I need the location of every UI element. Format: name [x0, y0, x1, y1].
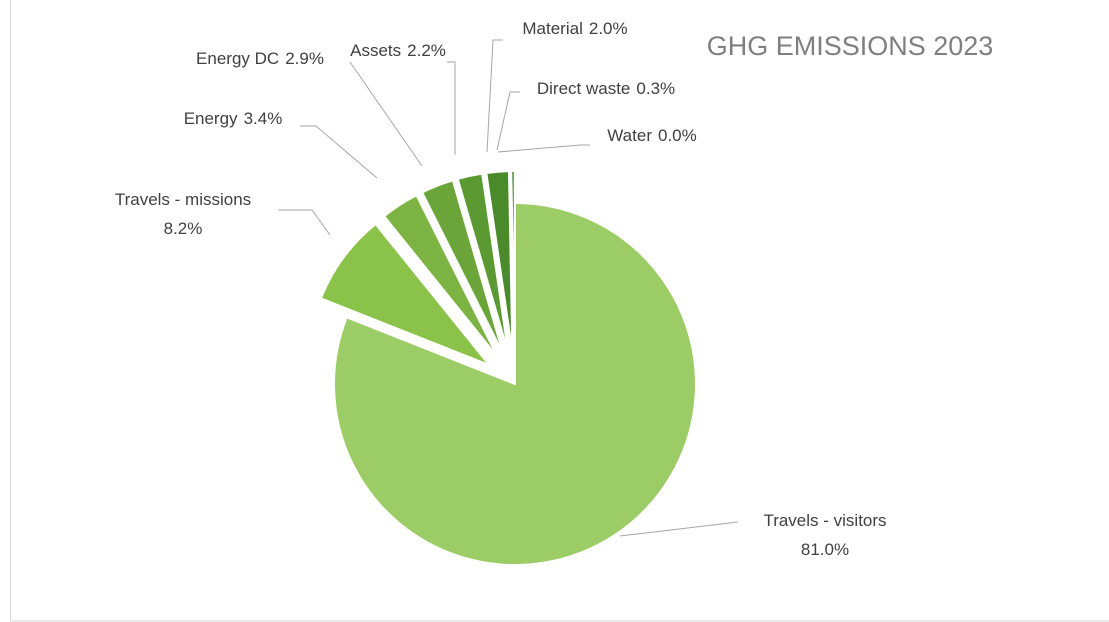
- label-category: Water: [607, 126, 652, 145]
- label-value: 0.3%: [636, 79, 675, 98]
- leader-line: [496, 91, 520, 151]
- label-category: Direct waste: [537, 79, 631, 98]
- leader-line: [447, 61, 456, 155]
- leader-line: [349, 61, 423, 167]
- label-category: Energy: [184, 109, 238, 128]
- data-label: Travels - missions 8.2%: [115, 190, 251, 238]
- leader-line: [486, 39, 503, 153]
- label-value: 2.9%: [285, 49, 324, 68]
- label-value: 3.4%: [244, 109, 283, 128]
- data-label: Energy 3.4%: [184, 109, 283, 128]
- pie-slice: [485, 170, 514, 353]
- label-category: Energy DC: [196, 49, 279, 68]
- pie-slice: [319, 222, 493, 368]
- label-category: Travels - visitors: [763, 511, 886, 530]
- pie-slice: [382, 193, 499, 358]
- label-value: 81.0%: [801, 540, 849, 559]
- chart-title: GHG EMISSIONS 2023: [707, 31, 994, 61]
- data-label: Water 0.0%: [607, 126, 696, 145]
- leader-line: [497, 144, 590, 153]
- pie-slice: [333, 201, 697, 566]
- data-label: Direct waste 0.3%: [537, 79, 675, 98]
- pie-slice: [456, 172, 510, 354]
- label-value: 8.2%: [164, 219, 203, 238]
- label-category: Material: [522, 19, 582, 38]
- label-value: 2.2%: [407, 41, 446, 60]
- pie-slice: [420, 179, 505, 355]
- data-label: Travels - visitors 81.0%: [763, 511, 886, 559]
- data-label: Assets 2.2%: [350, 41, 446, 60]
- label-category: Travels - missions: [115, 190, 251, 209]
- data-label: Material 2.0%: [522, 19, 627, 38]
- label-value: 2.0%: [589, 19, 628, 38]
- leader-line: [278, 209, 331, 236]
- label-category: Assets: [350, 41, 401, 60]
- leader-line: [300, 125, 378, 179]
- leader-line: [619, 521, 739, 537]
- label-value: 0.0%: [658, 126, 697, 145]
- data-label: Energy DC 2.9%: [196, 49, 324, 68]
